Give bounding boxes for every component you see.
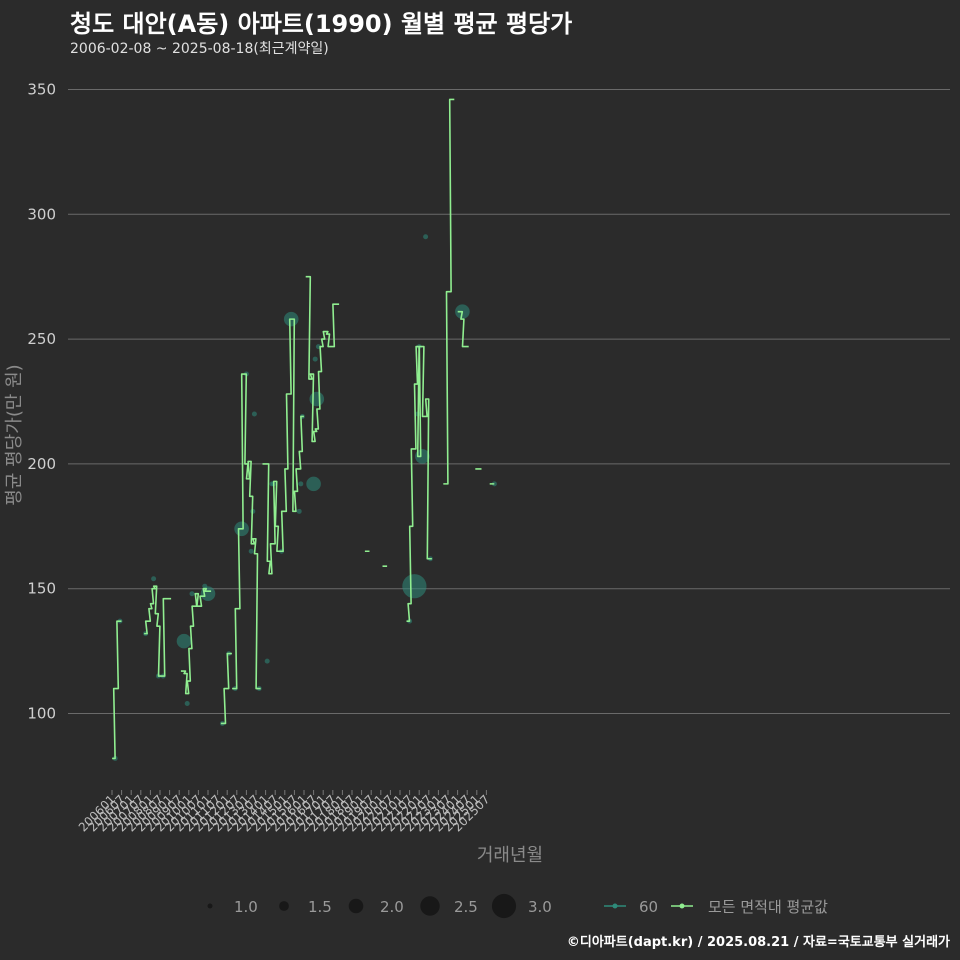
size-legend-label: 2.5 — [454, 898, 478, 916]
size-legend-dot — [348, 898, 364, 914]
data-point — [423, 234, 429, 240]
legend-60-label: 60 — [639, 898, 658, 916]
average-line-segment — [457, 310, 469, 348]
data-point — [402, 574, 427, 599]
y-tick-label: 300 — [27, 205, 56, 223]
data-point — [309, 391, 325, 407]
size-legend-label: 3.0 — [528, 898, 552, 916]
legend-avg-dot — [679, 903, 685, 909]
average-line-segment — [220, 652, 232, 725]
size-legend-label: 1.0 — [234, 898, 258, 916]
average-line — [112, 98, 495, 760]
data-point — [264, 658, 270, 664]
data-point — [312, 356, 318, 362]
y-tick-label: 200 — [27, 455, 56, 473]
average-line-segment — [262, 318, 304, 575]
size-legend-dot — [207, 903, 213, 909]
data-point — [296, 508, 302, 514]
average-line-segment — [144, 585, 172, 677]
x-axis-title: 거래년월 — [477, 845, 543, 866]
size-legend-dot — [491, 893, 517, 919]
y-tick-label: 250 — [27, 330, 56, 348]
size-legend-label: 1.5 — [308, 898, 332, 916]
y-tick-label: 100 — [27, 705, 56, 723]
size-legend-dot — [279, 901, 289, 911]
data-point — [306, 476, 321, 492]
y-tick-label: 150 — [27, 580, 56, 598]
y-axis-title: 평균 평당가(만 원) — [4, 364, 25, 505]
footer-credit: ©디아파트(dapt.kr) / 2025.08.21 / 자료=국토교통부 실… — [566, 935, 950, 950]
y-tick-label: 350 — [27, 81, 56, 99]
legend: 1.0 1.5 2.0 2.5 3.0 60 모든 면적대 평균값 — [207, 893, 828, 919]
data-point — [151, 576, 157, 582]
data-point — [251, 411, 257, 417]
chart-title: 청도 대안(A동) 아파트(1990) 월별 평균 평당가 — [70, 10, 573, 38]
average-line-segment — [406, 345, 432, 622]
legend-60-dot — [612, 903, 618, 909]
grid-lines — [68, 89, 950, 714]
average-line-segment — [180, 587, 212, 695]
data-point — [415, 449, 430, 464]
data-point — [491, 481, 497, 487]
average-line-segment — [305, 275, 340, 443]
legend-avg-label: 모든 면적대 평균값 — [708, 898, 828, 916]
x-axis-ticks: 2006012006072007012007072008012008072009… — [76, 790, 493, 835]
chart-subtitle: 2006-02-08 ~ 2025-08-18(최근계약일) — [70, 41, 329, 57]
average-line-segment — [112, 620, 122, 760]
y-axis-ticks: 100 150 200 250 300 350 — [27, 81, 56, 723]
size-legend-label: 2.0 — [380, 898, 404, 916]
data-point — [298, 481, 304, 487]
data-point — [189, 591, 195, 597]
average-line-segment — [443, 98, 455, 485]
data-point — [184, 701, 190, 707]
data-point — [248, 548, 254, 554]
size-legend-dot — [420, 896, 440, 916]
data-point — [176, 633, 192, 649]
average-line-segment — [232, 373, 261, 690]
size-points — [112, 234, 497, 761]
